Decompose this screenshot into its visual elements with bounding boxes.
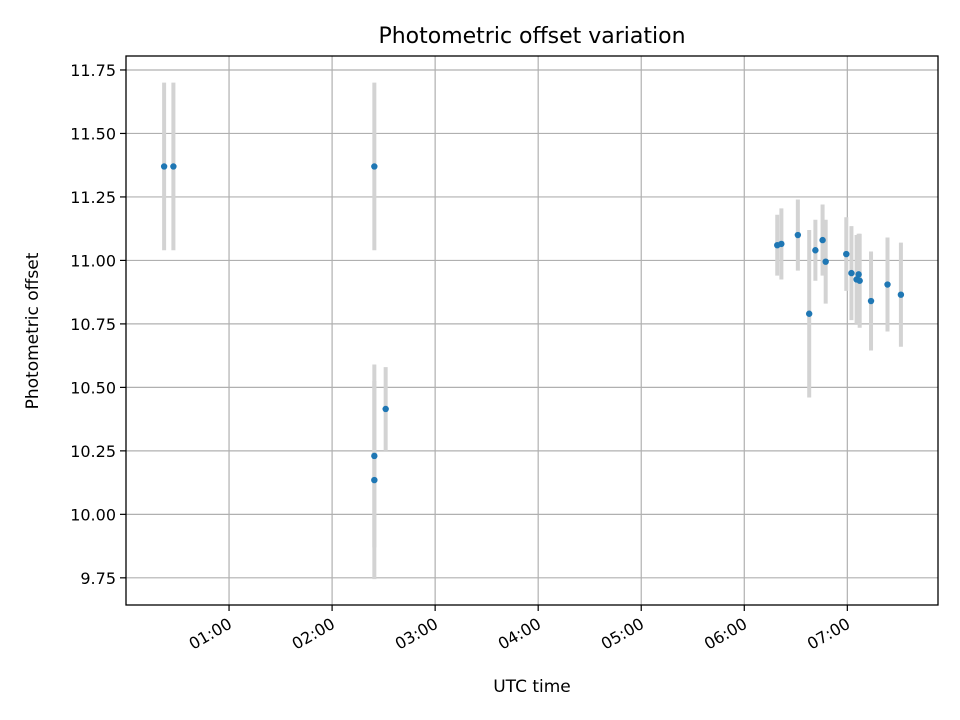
y-tick-label: 11.25 — [70, 188, 116, 207]
y-tick-label: 11.00 — [70, 251, 116, 270]
data-point — [856, 277, 863, 284]
data-point — [778, 240, 785, 248]
data-point — [897, 291, 905, 298]
y-tick-label: 10.50 — [70, 378, 116, 397]
y-tick-label: 10.00 — [70, 505, 116, 524]
y-tick-label: 10.75 — [70, 315, 116, 334]
data-point — [170, 163, 177, 170]
data-point — [848, 269, 855, 277]
data-points — [160, 163, 905, 484]
plot-frame — [125, 55, 939, 606]
y-axis-ticks: 9.75 10.00 10.25 10.50 10.75 11.00 11.25 11.50 1… — [70, 61, 126, 588]
y-tick-label: 11.75 — [70, 61, 116, 80]
data-point — [884, 281, 891, 288]
x-axis-label: UTC time — [493, 677, 571, 697]
data-point — [371, 452, 378, 460]
y-axis-label: Photometric offset — [23, 252, 43, 409]
data-point — [805, 310, 813, 317]
y-tick-label: 11.50 — [70, 124, 116, 143]
grid — [126, 56, 938, 605]
y-tick-label: 10.25 — [70, 442, 116, 461]
data-point — [371, 476, 378, 484]
data-point — [160, 163, 168, 170]
data-point — [819, 236, 826, 244]
data-point — [371, 163, 378, 170]
y-tick-label: 9.75 — [80, 569, 116, 588]
data-point — [855, 271, 862, 278]
data-point — [812, 247, 819, 254]
data-point — [867, 297, 875, 305]
data-point — [382, 405, 389, 413]
data-point — [822, 258, 829, 265]
data-point — [843, 250, 850, 258]
chart-title: Photometric offset variation — [378, 24, 685, 49]
data-point — [794, 231, 802, 239]
